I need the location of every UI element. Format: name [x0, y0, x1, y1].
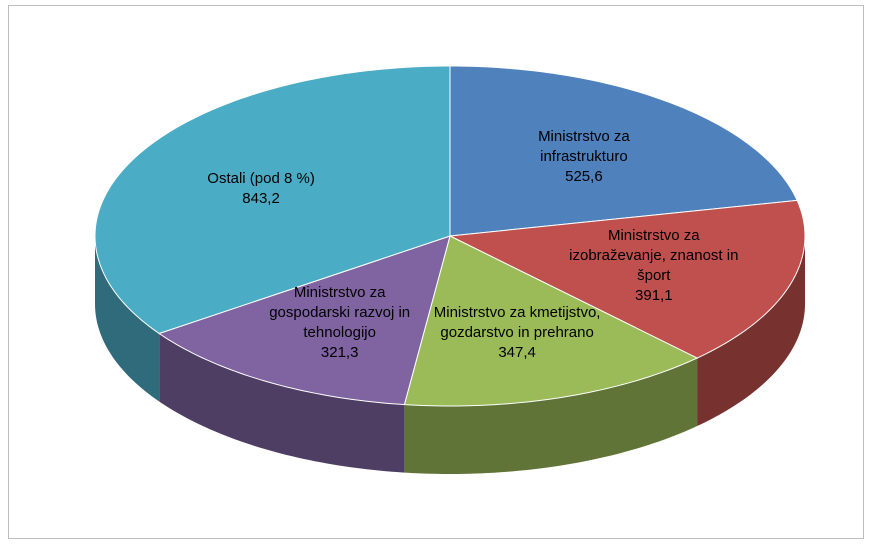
- category-name: Ministrstvo za izobraževanje, znanost in…: [569, 226, 739, 284]
- category-name: Ministrstvo za gospodarski razvoj in teh…: [269, 284, 411, 342]
- value-label: 525,6: [565, 167, 603, 185]
- slice: [94, 65, 451, 335]
- slice-side: [159, 333, 405, 473]
- category-name: Ostali (pod 8 %): [207, 169, 315, 187]
- slice: [158, 235, 451, 406]
- data-label: Ministrstvo za izobraževanje, znanost in…: [569, 226, 739, 306]
- data-label: Ostali (pod 8 %) 843,2: [176, 169, 346, 209]
- data-label: Ministrstvo za gospodarski razvoj in teh…: [255, 283, 425, 363]
- slice: [403, 235, 699, 407]
- category-name: Ministrstvo za kmetijstvo, gozdarstvo in…: [433, 303, 601, 341]
- chart-frame: [8, 5, 864, 539]
- data-label: Ministrstvo za kmetijstvo, gozdarstvo in…: [432, 303, 602, 363]
- value-label: 391,1: [635, 286, 673, 304]
- value-label: 347,4: [498, 343, 536, 361]
- slice-side: [95, 236, 160, 402]
- value-label: 843,2: [242, 189, 280, 207]
- slice-side: [404, 358, 698, 474]
- data-label: Ministrstvo za infrastrukturo 525,6: [499, 127, 669, 187]
- value-label: 321,3: [320, 344, 359, 362]
- slice: [448, 199, 806, 359]
- category-name: Ministrstvo za infrastrukturo: [538, 127, 630, 165]
- slice: [449, 65, 798, 237]
- slice-side: [697, 236, 805, 427]
